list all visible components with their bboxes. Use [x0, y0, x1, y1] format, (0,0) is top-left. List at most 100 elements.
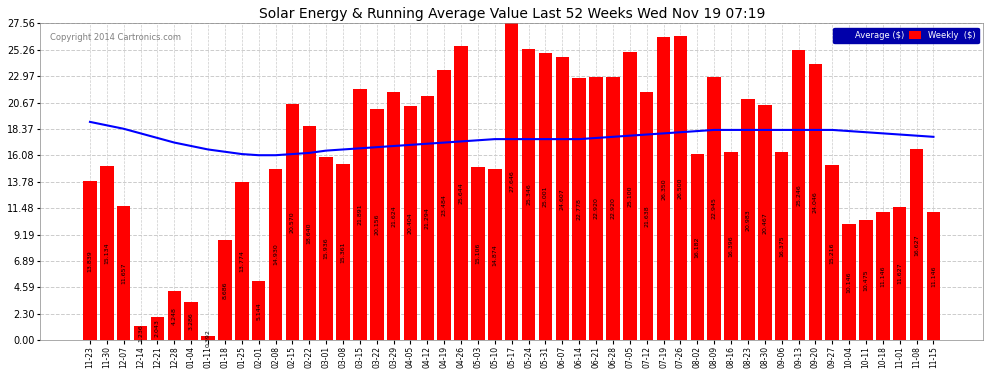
Text: 11.146: 11.146: [880, 266, 885, 287]
Bar: [725, 152, 738, 340]
Bar: [320, 157, 333, 340]
Bar: [522, 49, 536, 340]
Text: 20.156: 20.156: [374, 214, 379, 235]
Bar: [876, 212, 890, 340]
Text: 20.983: 20.983: [745, 209, 750, 231]
Text: 15.216: 15.216: [830, 242, 835, 264]
Text: 25.001: 25.001: [543, 186, 547, 207]
Bar: [218, 240, 232, 340]
Text: 25.346: 25.346: [526, 184, 531, 206]
Text: 3.286: 3.286: [189, 312, 194, 330]
Text: 4.248: 4.248: [172, 307, 177, 325]
Bar: [83, 181, 97, 340]
Bar: [826, 165, 839, 340]
Bar: [606, 77, 620, 340]
Bar: [303, 126, 316, 340]
Bar: [404, 106, 417, 340]
Text: 26.500: 26.500: [678, 177, 683, 199]
Bar: [235, 182, 248, 340]
Text: 23.484: 23.484: [442, 194, 446, 216]
Bar: [201, 336, 215, 340]
Bar: [438, 70, 451, 340]
Text: 16.627: 16.627: [914, 234, 919, 255]
Text: 24.046: 24.046: [813, 191, 818, 213]
Bar: [742, 99, 754, 340]
Text: 21.294: 21.294: [425, 207, 430, 229]
Title: Solar Energy & Running Average Value Last 52 Weeks Wed Nov 19 07:19: Solar Energy & Running Average Value Las…: [258, 7, 765, 21]
Text: 18.640: 18.640: [307, 222, 312, 244]
Text: 20.467: 20.467: [762, 212, 767, 234]
Text: 21.891: 21.891: [357, 204, 362, 225]
Bar: [150, 317, 164, 340]
Bar: [353, 88, 366, 340]
Bar: [640, 92, 653, 340]
Text: 22.920: 22.920: [611, 198, 616, 219]
Bar: [421, 96, 434, 340]
Text: 22.778: 22.778: [577, 198, 582, 220]
Bar: [134, 326, 148, 340]
Bar: [673, 36, 687, 340]
Bar: [792, 50, 805, 340]
Text: 2.043: 2.043: [155, 320, 160, 338]
Bar: [286, 104, 299, 340]
Bar: [370, 109, 383, 340]
Text: 27.646: 27.646: [509, 171, 514, 192]
Bar: [910, 149, 924, 340]
Bar: [691, 154, 704, 340]
Text: 14.930: 14.930: [273, 244, 278, 266]
Bar: [184, 303, 198, 340]
Legend: Average ($), Weekly  ($): Average ($), Weekly ($): [833, 28, 979, 44]
Bar: [927, 212, 940, 340]
Bar: [337, 164, 349, 340]
Text: 1.236: 1.236: [138, 324, 144, 342]
Bar: [656, 38, 670, 340]
Bar: [167, 291, 181, 340]
Text: 8.686: 8.686: [223, 282, 228, 299]
Text: 13.774: 13.774: [240, 250, 245, 272]
Text: 16.182: 16.182: [695, 237, 700, 258]
Bar: [555, 57, 569, 340]
Bar: [708, 76, 721, 340]
Text: 10.475: 10.475: [863, 269, 868, 291]
Bar: [471, 166, 485, 340]
Text: 22.945: 22.945: [712, 198, 717, 219]
Text: 0.392: 0.392: [206, 329, 211, 347]
Text: 15.106: 15.106: [475, 243, 480, 264]
Bar: [589, 77, 603, 340]
Text: 20.404: 20.404: [408, 212, 413, 234]
Text: 25.100: 25.100: [628, 185, 633, 207]
Bar: [623, 52, 637, 340]
Bar: [488, 169, 502, 340]
Bar: [387, 92, 400, 340]
Bar: [775, 152, 788, 340]
Bar: [572, 78, 586, 340]
Text: 11.657: 11.657: [121, 262, 126, 284]
Bar: [251, 281, 265, 340]
Text: 25.644: 25.644: [458, 182, 463, 204]
Text: 5.144: 5.144: [256, 302, 261, 320]
Text: 15.361: 15.361: [341, 241, 346, 263]
Bar: [454, 45, 468, 340]
Bar: [842, 224, 856, 340]
Text: 21.624: 21.624: [391, 205, 396, 227]
Text: Copyright 2014 Cartronics.com: Copyright 2014 Cartronics.com: [50, 33, 181, 42]
Text: 14.874: 14.874: [492, 244, 497, 266]
Text: 10.146: 10.146: [846, 271, 851, 293]
Text: 20.570: 20.570: [290, 211, 295, 233]
Text: 15.936: 15.936: [324, 238, 329, 260]
Text: 15.134: 15.134: [104, 243, 109, 264]
Bar: [505, 22, 519, 340]
Text: 16.396: 16.396: [729, 235, 734, 257]
Bar: [809, 64, 822, 340]
Bar: [100, 166, 114, 340]
Bar: [758, 105, 771, 340]
Bar: [539, 53, 552, 340]
Bar: [859, 220, 873, 340]
Text: 13.839: 13.839: [87, 250, 92, 272]
Text: 24.607: 24.607: [559, 188, 565, 210]
Bar: [117, 206, 131, 340]
Text: 11.146: 11.146: [931, 266, 936, 287]
Bar: [893, 207, 907, 340]
Text: 26.350: 26.350: [661, 178, 666, 200]
Text: 22.920: 22.920: [594, 198, 599, 219]
